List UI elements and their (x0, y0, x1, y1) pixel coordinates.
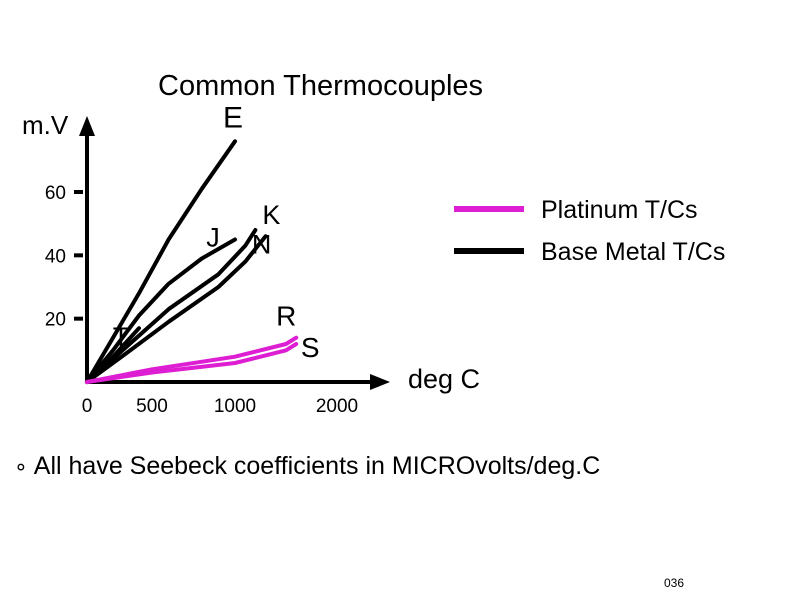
series-line-E (85, 139, 237, 384)
x-tick-label: 500 (136, 396, 168, 417)
x-tick-label: 0 (82, 396, 93, 417)
x-tick-label: 1000 (214, 396, 256, 417)
legend-label: Base Metal T/Cs (541, 238, 725, 266)
series-line-S (85, 342, 299, 384)
x-tick-label: 2000 (316, 396, 358, 417)
series-line-T (85, 326, 141, 384)
series-line-R (85, 335, 299, 384)
series-line-J (85, 237, 237, 384)
series-label-N: N (252, 229, 272, 259)
axes (79, 116, 390, 390)
series-label-K: K (262, 200, 280, 230)
x-axis-label: deg C (408, 364, 481, 394)
bullet-line: ∘ All have Seebeck coefficients in MICROv… (14, 452, 600, 481)
series-label-E: E (223, 101, 243, 134)
y-tick-label: 40 (45, 246, 66, 267)
series-layer: E J KN T RS (85, 101, 320, 384)
slide-number: 036 (664, 576, 685, 590)
y-axis-arrow (79, 116, 95, 136)
y-tick-label: 20 (45, 310, 66, 331)
series-label-R: R (276, 301, 296, 332)
series-label-S: S (301, 332, 320, 363)
bullet-text: All have Seebeck coefficients in MICROvo… (33, 452, 601, 480)
series-label-T: T (113, 322, 130, 352)
series-line-K (85, 228, 258, 384)
series-label-J: J (206, 223, 220, 253)
y-axis-label: m.V (22, 110, 69, 140)
x-axis-arrow (370, 374, 390, 390)
legend-label: Platinum T/Cs (541, 196, 698, 224)
ticks-layer: 20 40 60 0 500 1000 2000 (45, 183, 358, 417)
chart-title: Common Thermocouples (158, 70, 484, 102)
y-tick-label: 60 (45, 183, 66, 204)
oval-bullet-icon: ∘ (14, 455, 28, 480)
legend: Platinum T/Cs Base Metal T/Cs (454, 196, 725, 266)
series-line-N (85, 234, 268, 384)
